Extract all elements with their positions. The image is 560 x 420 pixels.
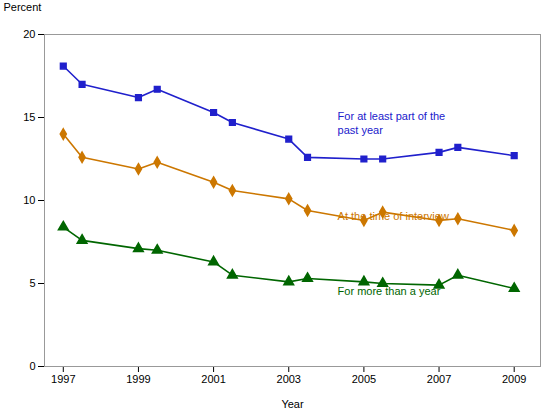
svg-text:15: 15 (23, 111, 35, 123)
svg-text:1997: 1997 (51, 373, 75, 385)
svg-text:2001: 2001 (201, 373, 225, 385)
svg-text:10: 10 (23, 194, 35, 206)
svg-text:1999: 1999 (126, 373, 150, 385)
svg-text:2009: 2009 (502, 373, 526, 385)
svg-text:For more than a year: For more than a year (338, 285, 441, 297)
svg-text:At the time of interview: At the time of interview (338, 210, 449, 222)
svg-text:20: 20 (23, 28, 35, 40)
svg-text:2007: 2007 (427, 373, 451, 385)
svg-text:2003: 2003 (277, 373, 301, 385)
svg-text:Year: Year (281, 398, 304, 410)
svg-text:past year: past year (338, 124, 384, 136)
svg-text:Percent: Percent (4, 1, 42, 13)
svg-text:2005: 2005 (352, 373, 376, 385)
svg-text:5: 5 (29, 277, 35, 289)
svg-text:For at least part of the: For at least part of the (338, 110, 446, 122)
svg-text:0: 0 (29, 360, 35, 372)
